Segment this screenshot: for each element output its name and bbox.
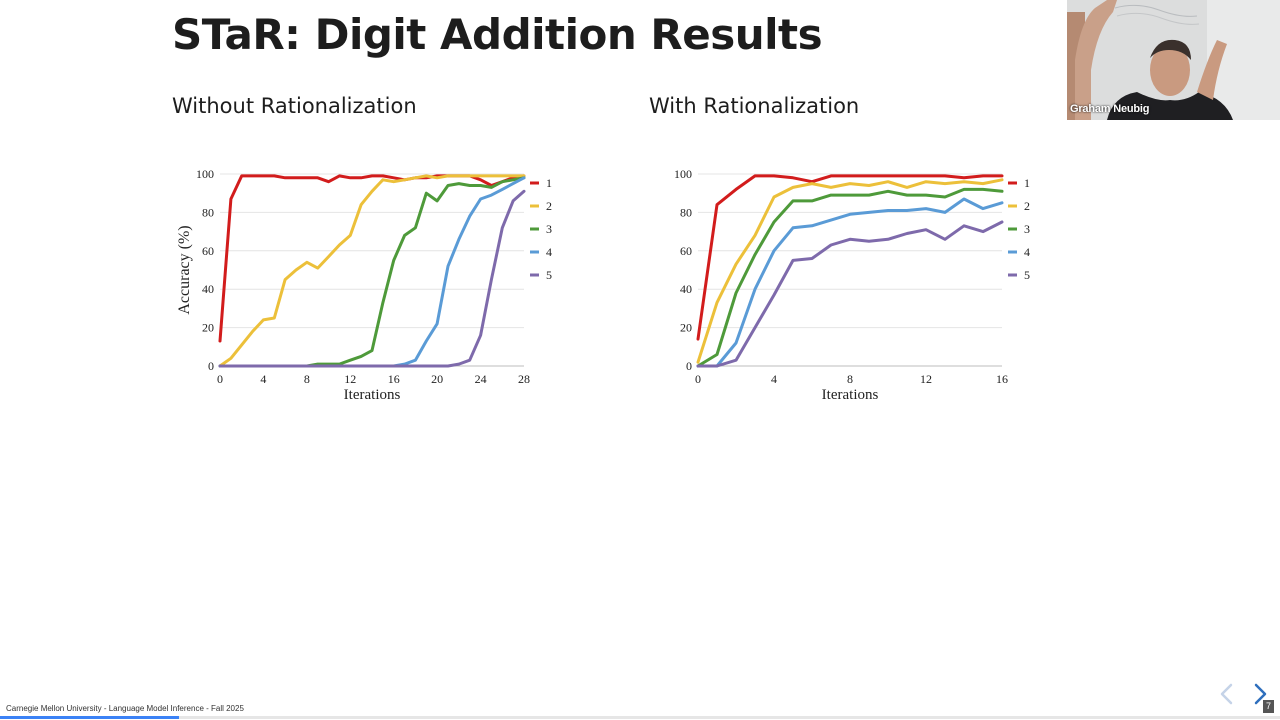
x-tick-label: 12	[920, 372, 932, 386]
legend-label-5: 5	[1024, 268, 1030, 282]
x-tick-label: 20	[431, 372, 443, 386]
x-tick-label: 8	[304, 372, 310, 386]
y-tick-label: 100	[196, 167, 214, 181]
y-tick-label: 80	[202, 205, 214, 219]
slide-progress-fill	[0, 716, 180, 719]
speaker-webcam-video: Graham Neubig	[1067, 0, 1280, 120]
y-tick-label: 100	[674, 167, 692, 181]
y-tick-label: 20	[680, 321, 692, 335]
x-tick-label: 0	[217, 372, 223, 386]
left-panel-heading: Without Rationalization	[172, 94, 417, 118]
legend-label-2: 2	[1024, 199, 1030, 213]
series-line-2	[696, 178, 1004, 364]
series-line-3	[696, 187, 1004, 368]
y-tick-label: 20	[202, 321, 214, 335]
series-line-5	[218, 189, 526, 368]
y-tick-label: 40	[202, 282, 214, 296]
x-tick-label: 4	[260, 372, 266, 386]
y-tick-label: 0	[686, 359, 692, 373]
x-tick-label: 12	[344, 372, 356, 386]
slide-title: STaR: Digit Addition Results	[172, 10, 823, 59]
legend-label-4: 4	[1024, 245, 1030, 259]
x-tick-label: 4	[771, 372, 777, 386]
x-tick-label: 24	[475, 372, 487, 386]
y-tick-label: 80	[680, 205, 692, 219]
x-axis-label: Iterations	[822, 387, 879, 403]
next-slide-button[interactable]	[1247, 680, 1273, 708]
webcam-feed-image	[1067, 0, 1280, 120]
y-tick-label: 60	[680, 244, 692, 258]
legend-label-2: 2	[546, 199, 552, 213]
right-panel-heading: With Rationalization	[649, 94, 860, 118]
legend-label-5: 5	[546, 268, 552, 282]
x-tick-label: 8	[847, 372, 853, 386]
chevron-left-icon	[1220, 683, 1233, 705]
series-line-5	[696, 220, 1004, 368]
speaker-name-label: Graham Neubig	[1070, 103, 1150, 115]
slide-number-badge: 7	[1263, 700, 1274, 713]
x-tick-label: 16	[996, 372, 1008, 386]
series-line-4	[696, 197, 1004, 368]
y-tick-label: 0	[208, 359, 214, 373]
legend-label-1: 1	[546, 176, 552, 190]
series-line-2	[218, 174, 526, 368]
series-line-1	[696, 174, 1004, 341]
slide-progress-bar	[0, 716, 1280, 719]
legend-label-4: 4	[546, 245, 552, 259]
y-tick-label: 40	[680, 282, 692, 296]
previous-slide-button[interactable]	[1214, 680, 1240, 708]
chevron-right-icon	[1254, 683, 1267, 705]
x-axis-label: Iterations	[344, 387, 401, 403]
footer-text: Carnegie Mellon University - Language Mo…	[6, 704, 244, 713]
legend-label-3: 3	[546, 222, 552, 236]
x-tick-label: 28	[518, 372, 530, 386]
y-tick-label: 60	[202, 244, 214, 258]
x-tick-label: 16	[388, 372, 400, 386]
x-tick-label: 0	[695, 372, 701, 386]
legend-label-3: 3	[1024, 222, 1030, 236]
legend-label-1: 1	[1024, 176, 1030, 190]
y-axis-label: Accuracy (%)	[176, 225, 193, 314]
